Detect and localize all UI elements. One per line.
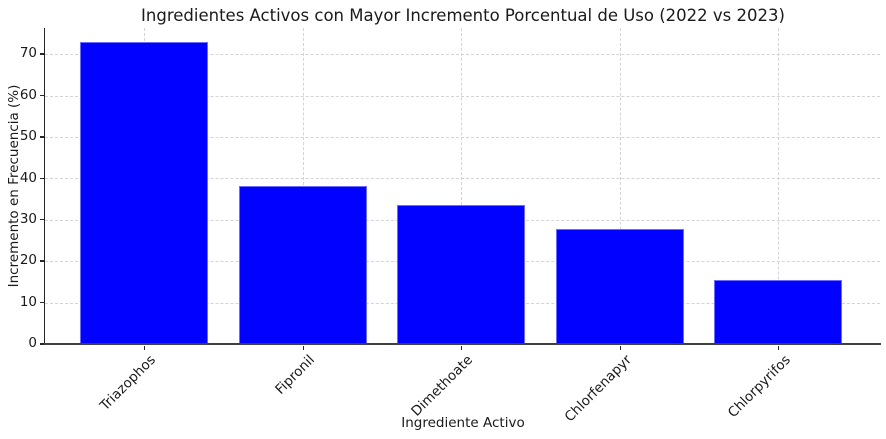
x-tick-label-chlorpyrifos: Chlorpyrifos (724, 352, 794, 421)
v-gridline-dimethoate (461, 28, 462, 344)
y-tick-mark-30 (40, 219, 44, 221)
h-gridline-40 (45, 178, 880, 180)
chart-title: Ingredientes Activos con Mayor Increment… (141, 6, 785, 25)
y-tick-label-70: 70 (19, 45, 37, 62)
y-tick-mark-10 (40, 301, 44, 304)
bar-triazophos (80, 42, 208, 344)
h-gridline-60 (45, 95, 880, 97)
h-gridline-50 (45, 136, 880, 138)
y-tick-label-40: 40 (19, 169, 37, 186)
x-tick-label-fipronil: Fipronil (272, 352, 318, 398)
v-gridline-chlorfenapyr (619, 28, 621, 344)
x-axis-label: Ingrediente Activo (401, 415, 525, 431)
y-axis-spine (44, 28, 46, 344)
bar-chlorpyrifos (714, 279, 842, 344)
y-tick-label-10: 10 (19, 293, 37, 310)
y-tick-label-60: 60 (19, 86, 37, 103)
bar-fipronil (238, 185, 367, 344)
y-tick-mark-50 (40, 136, 44, 138)
y-tick-label-0: 0 (28, 335, 37, 352)
h-gridline-70 (45, 54, 880, 56)
x-tick-mark-chlorfenapyr (619, 346, 621, 350)
plot-area (45, 28, 880, 344)
x-tick-mark-dimethoate (461, 346, 463, 350)
y-tick-mark-40 (40, 177, 44, 180)
v-gridline-chlorpyrifos (778, 28, 779, 344)
x-tick-mark-chlorpyrifos (778, 346, 780, 350)
x-tick-label-dimethoate: Dimethoate (408, 352, 477, 420)
x-tick-mark-fipronil (302, 346, 304, 350)
y-tick-mark-0 (40, 343, 44, 345)
y-tick-mark-20 (40, 260, 44, 262)
x-tick-label-triazophos: Triazophos (97, 352, 160, 414)
x-tick-mark-triazophos (144, 346, 146, 350)
y-tick-mark-70 (40, 53, 44, 55)
y-tick-label-30: 30 (19, 211, 37, 228)
y-tick-mark-60 (40, 94, 44, 97)
x-axis-spine (44, 343, 881, 345)
y-tick-label-50: 50 (19, 128, 37, 145)
y-tick-label-20: 20 (19, 252, 37, 269)
bar-chlorfenapyr (555, 228, 684, 344)
bar-dimethoate (397, 204, 525, 344)
